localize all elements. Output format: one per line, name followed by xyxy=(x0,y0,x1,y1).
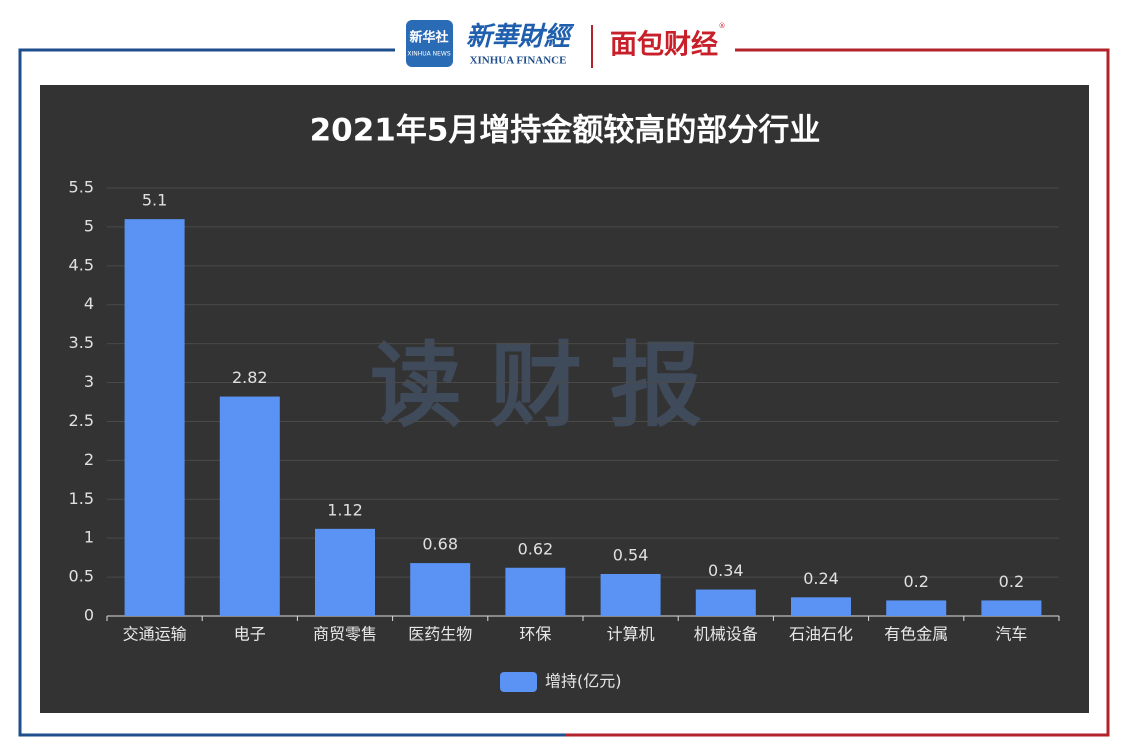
x-tick-label: 医药生物 xyxy=(408,625,472,644)
xinhua-logo xyxy=(406,20,453,67)
legend-swatch xyxy=(500,672,537,692)
logo-text: 面包财经 xyxy=(610,29,718,61)
x-tick-label: 交通运输 xyxy=(123,625,187,644)
y-tick-label: 5.5 xyxy=(69,178,94,197)
y-tick-label: 1.5 xyxy=(69,489,94,508)
logo-text: ® xyxy=(719,22,726,30)
y-tick-label: 0.5 xyxy=(69,567,94,586)
value-label: 0.54 xyxy=(613,545,649,564)
bar xyxy=(695,589,756,616)
y-tick-label: 3.5 xyxy=(69,333,94,352)
value-label: 0.62 xyxy=(518,539,554,558)
x-tick-label: 机械设备 xyxy=(694,625,758,644)
frame-red xyxy=(565,48,1110,737)
y-tick-label: 4.5 xyxy=(69,255,94,274)
bar xyxy=(505,567,566,616)
chart-title: 2021年5月增持金额较高的部分行业 xyxy=(310,113,821,149)
bar xyxy=(410,563,471,616)
x-tick-label: 环保 xyxy=(519,625,551,644)
value-label: 1.12 xyxy=(327,500,363,519)
bar xyxy=(886,600,947,616)
value-label: 0.2 xyxy=(999,572,1024,591)
bar xyxy=(124,219,185,617)
bar xyxy=(315,528,375,616)
plot: 0 0.5 1 1.5 2 2.5 3 3.5 4 4.5 5 5.5 交通运输 电子 商贸零售 医药生物 环保… xyxy=(69,178,1060,692)
x-tick-label: 电子 xyxy=(234,625,266,644)
y-tick-label: 2.5 xyxy=(69,411,94,430)
value-label: 0.24 xyxy=(803,569,839,588)
watermark: 读财报 xyxy=(370,332,730,439)
value-label: 0.34 xyxy=(708,561,744,580)
value-label: 2.82 xyxy=(232,368,268,387)
value-label: 0.2 xyxy=(903,572,928,591)
value-label: 5.1 xyxy=(142,191,167,210)
logo-text: 新華財經 xyxy=(466,22,575,52)
x-tick-label: 汽车 xyxy=(995,625,1027,644)
logo-text: XINHUA FINANCE xyxy=(470,55,567,67)
bar xyxy=(600,573,661,616)
bar xyxy=(219,396,280,616)
y-tick-label: 3 xyxy=(84,372,94,391)
bar xyxy=(981,600,1042,616)
x-tick-label: 有色金属 xyxy=(884,625,948,644)
bar xyxy=(791,597,851,616)
x-tick-label: 计算机 xyxy=(607,625,655,644)
y-tick-label: 0 xyxy=(84,606,94,625)
value-label: 0.68 xyxy=(422,535,458,554)
x-tick-label: 石油石化 xyxy=(789,625,853,644)
x-tick-label: 商贸零售 xyxy=(313,625,377,644)
y-tick-label: 2 xyxy=(84,450,94,469)
frame-blue xyxy=(18,48,565,737)
logo-text: 新华社 xyxy=(409,30,448,46)
logo-text: XINHUA NEWS xyxy=(407,51,450,58)
y-tick-label: 1 xyxy=(84,528,94,547)
legend-label: 增持(亿元) xyxy=(545,672,622,691)
y-tick-label: 5 xyxy=(84,216,94,235)
y-tick-label: 4 xyxy=(84,294,94,313)
